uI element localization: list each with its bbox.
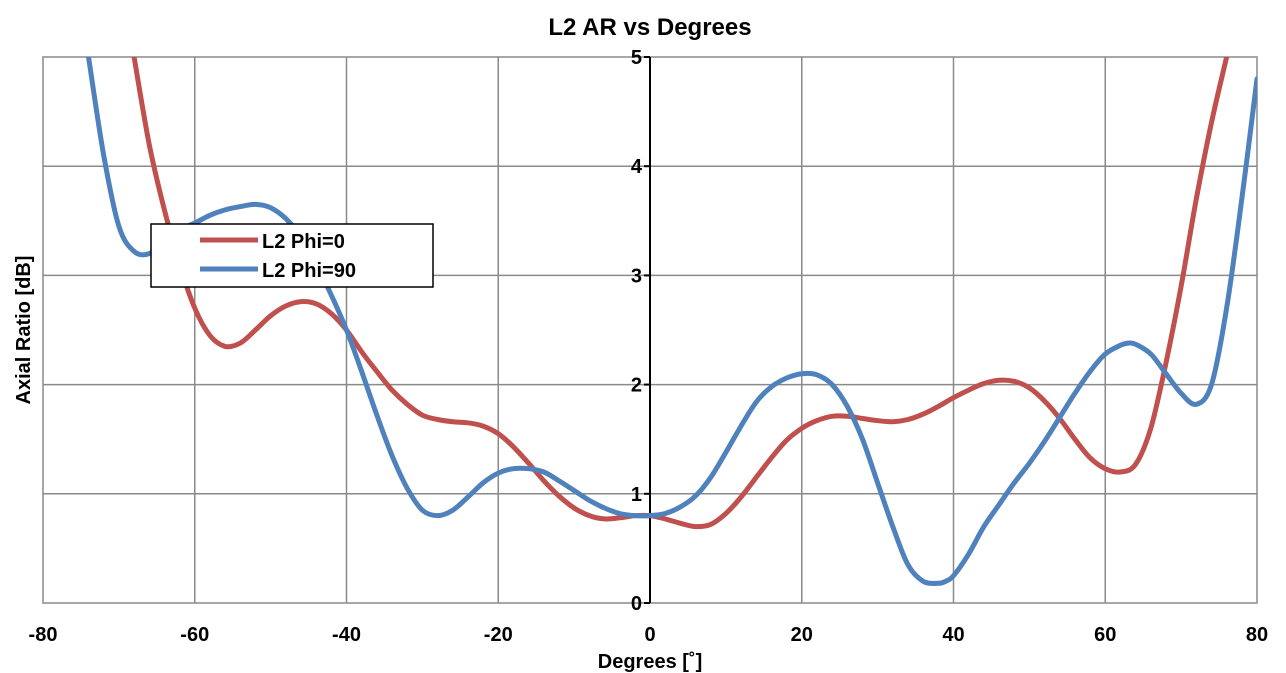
x-tick-label: 80 [1246, 624, 1268, 646]
x-tick-label: -80 [29, 624, 58, 646]
x-tick-label: -40 [332, 624, 361, 646]
series-line-phi90 [86, 57, 1257, 586]
y-axis-label: Axial Ratio [dB] [13, 256, 35, 405]
legend-box [150, 223, 434, 288]
chart-title: L2 AR vs Degrees [548, 14, 751, 41]
x-tick-label: -20 [484, 624, 513, 646]
x-tick-label: 40 [942, 624, 964, 646]
y-tick-label: 1 [631, 484, 642, 506]
series-layer [86, 57, 1257, 586]
x-tick-label: 0 [644, 624, 655, 646]
x-axis-label: Degrees [˚] [598, 650, 702, 673]
legend: L2 Phi=0 L2 Phi=90 [150, 223, 434, 288]
y-tick-label: 5 [631, 47, 642, 69]
series-line-phi0 [131, 57, 1230, 530]
tick-labels: -80 -60 -40 -20 0 20 40 60 80 0 1 3 4 5 2 [29, 47, 1269, 646]
y-tick-label: 3 [631, 265, 642, 287]
legend-label-phi90: L2 Phi=90 [262, 260, 356, 282]
y-tick-label: 4 [631, 156, 643, 178]
x-tick-label: -60 [180, 624, 209, 646]
axes [644, 56, 651, 604]
legend-label-phi0: L2 Phi=0 [262, 231, 345, 253]
x-tick-label: 20 [791, 624, 813, 646]
x-tick-label: 60 [1094, 624, 1116, 646]
y-tick-label: 0 [631, 593, 642, 615]
y-tick-label: 2 [631, 375, 642, 397]
